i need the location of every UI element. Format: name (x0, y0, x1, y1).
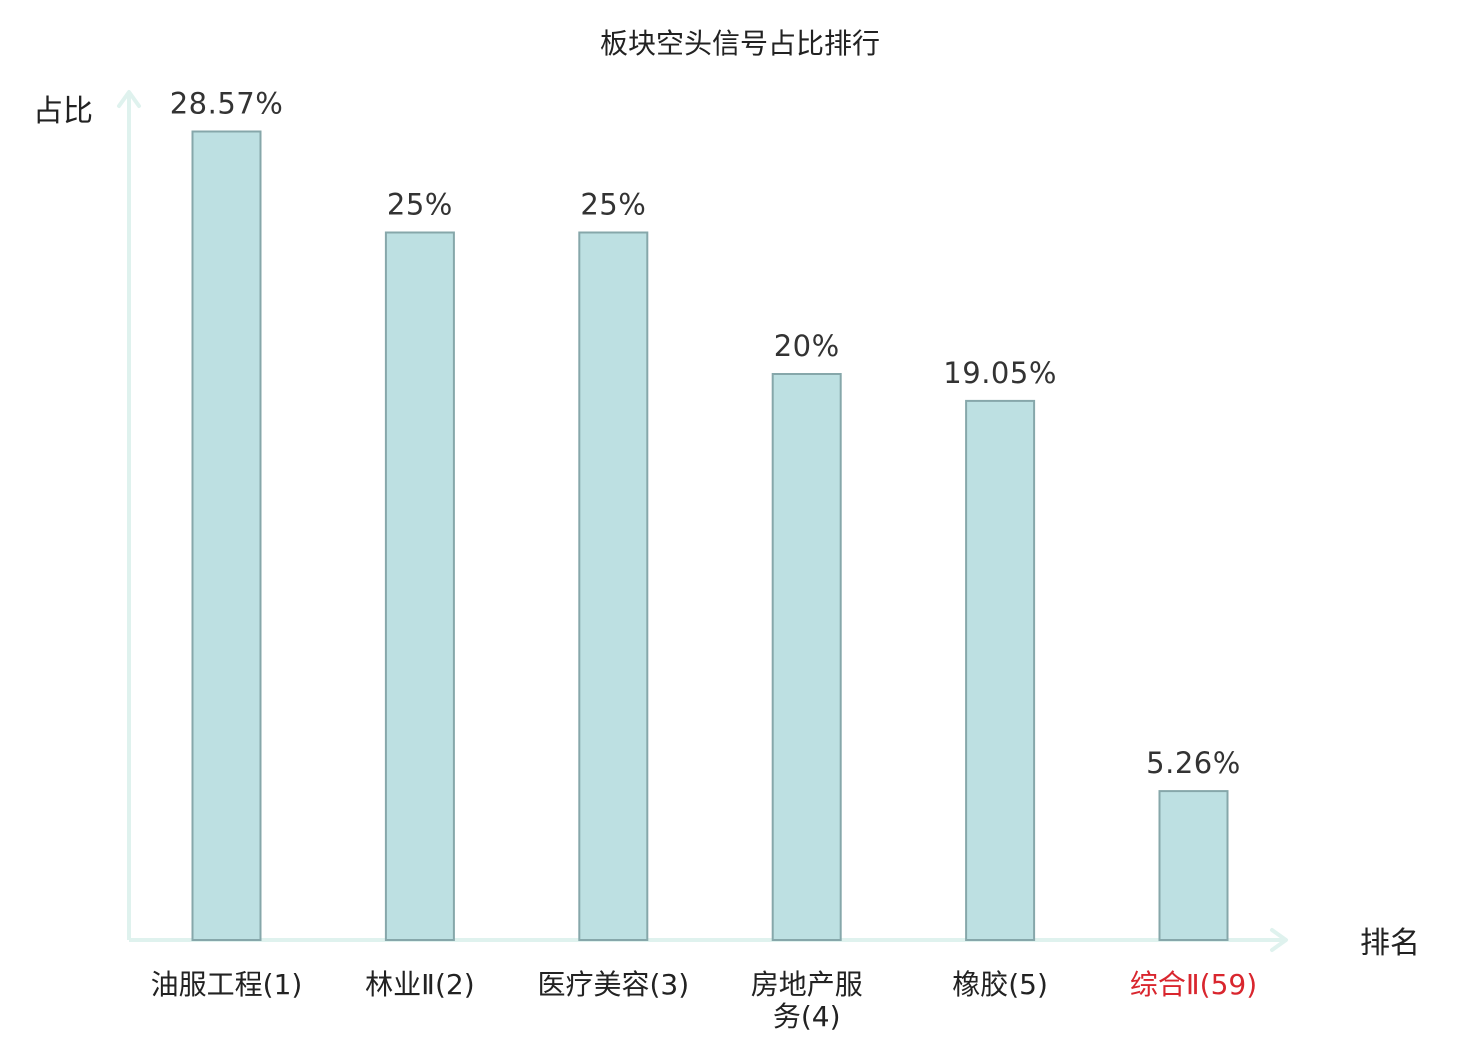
bar-4 (965, 399, 1036, 941)
tick-labels-group: 油服工程(1) 林业Ⅱ(2) 医疗美容(3) 房地产服务(4) 橡胶(5) 综合Ⅱ(59) (151, 968, 1257, 1033)
tick-label-1-line-0: 林业Ⅱ(2) (365, 968, 474, 1001)
tick-label-5: 综合Ⅱ(59) (1130, 968, 1257, 1001)
chart-title: 板块空头信号占比排行 (600, 27, 880, 60)
value-label-0: 28.57% (170, 87, 284, 121)
value-label-3: 20% (774, 329, 840, 363)
value-label-4: 19.05% (943, 356, 1057, 390)
bars-group (191, 130, 1229, 941)
tick-label-1: 林业Ⅱ(2) (365, 968, 474, 1001)
x-axis-arrow (1270, 928, 1288, 952)
value-label-5: 5.26% (1146, 746, 1241, 780)
tick-label-3-line-0: 房地产服 (751, 968, 863, 1001)
tick-label-0-line-0: 油服工程(1) (151, 968, 303, 1001)
value-label-1: 25% (387, 188, 453, 222)
tick-label-2-line-0: 医疗美容(3) (537, 968, 689, 1001)
bar-3 (771, 373, 842, 941)
axes (117, 90, 1288, 952)
tick-label-5-line-0: 综合Ⅱ(59) (1130, 968, 1257, 1001)
bar-5 (1158, 790, 1229, 941)
value-label-2: 25% (580, 188, 646, 222)
value-labels-group: 28.57% 25% 25% 20% 19.05% 5.26% (170, 87, 1241, 781)
tick-label-4: 橡胶(5) (952, 968, 1048, 1001)
tick-label-4-line-0: 橡胶(5) (952, 968, 1048, 1001)
y-axis-arrow (117, 90, 141, 108)
tick-label-3: 房地产服务(4) (751, 968, 863, 1033)
y-axis-label: 占比 (33, 94, 93, 129)
bar-1 (384, 231, 455, 941)
tick-label-2: 医疗美容(3) (537, 968, 689, 1001)
x-axis-label: 排名 (1360, 926, 1420, 961)
tick-label-3-line-1: 务(4) (773, 1000, 841, 1033)
bar-0 (191, 130, 262, 941)
tick-label-0: 油服工程(1) (151, 968, 303, 1001)
bar-2 (578, 231, 649, 941)
